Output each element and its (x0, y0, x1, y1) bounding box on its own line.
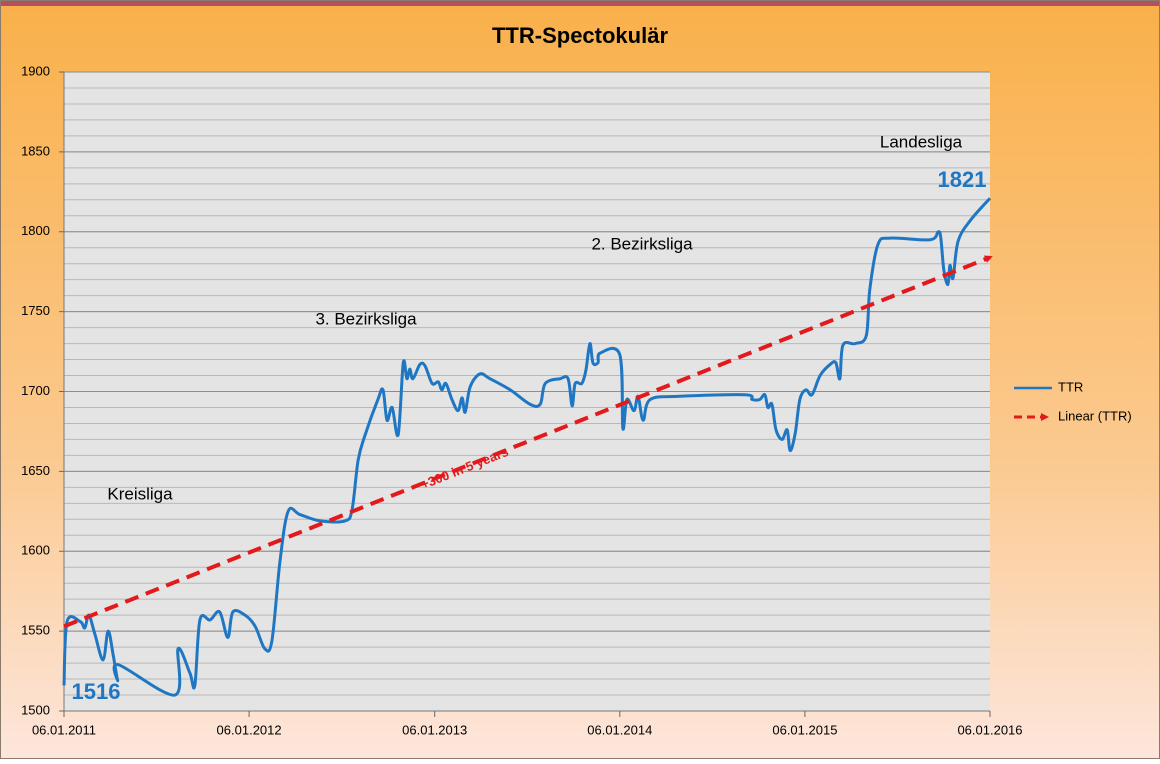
y-tick-label: 1900 (21, 63, 50, 78)
annotation: 1821 (938, 167, 987, 192)
x-tick-label: 06.01.2015 (772, 722, 837, 737)
y-tick-label: 1500 (21, 702, 50, 717)
y-tick-label: 1550 (21, 623, 50, 638)
x-tick-label: 06.01.2014 (587, 722, 652, 737)
y-tick-label: 1650 (21, 463, 50, 478)
trend-line (63, 255, 993, 629)
chart-title: TTR-Spectokulär (492, 23, 668, 48)
y-tick-label: 1750 (21, 303, 50, 318)
annotation: Kreisliga (107, 484, 173, 503)
x-tick-label: 06.01.2012 (217, 722, 282, 737)
legend-label: TTR (1058, 379, 1083, 394)
x-tick-label: 06.01.2011 (32, 722, 96, 737)
annotation: 1516 (72, 679, 121, 704)
annotation: 3. Bezirksliga (315, 309, 417, 328)
y-tick-label: 1700 (21, 383, 50, 398)
y-tick-label: 1850 (21, 143, 50, 158)
y-tick-label: 1800 (21, 223, 50, 238)
series-line (62, 197, 992, 697)
y-tick-label: 1600 (21, 543, 50, 558)
x-tick-label: 06.01.2013 (402, 722, 467, 737)
annotation: 2. Bezirksliga (591, 234, 693, 253)
top-band (0, 0, 1160, 6)
annotation: Landesliga (880, 132, 963, 151)
legend-label: Linear (TTR) (1058, 408, 1132, 423)
x-tick-label: 06.01.2016 (957, 722, 1022, 737)
